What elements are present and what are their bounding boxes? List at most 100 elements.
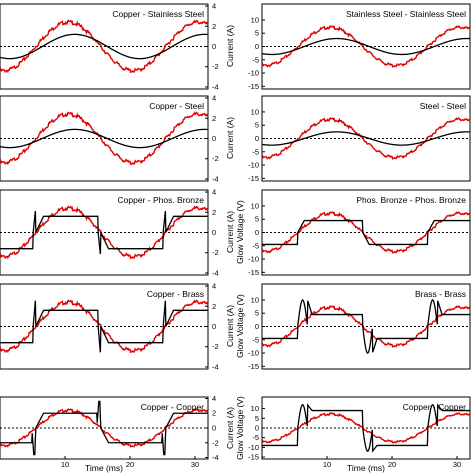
measured-series-line [262, 219, 470, 246]
y-tick-label: 5 [255, 29, 259, 38]
y-tick-label: -5 [252, 147, 259, 156]
panel-2-1: Phos. Bronze - Phos. Bronze 10 5 0 -5 -10 -15 [248, 189, 471, 277]
panel-title: Stainless Steel - Stainless Steel [346, 9, 466, 19]
y-tick-label: 5 [255, 215, 259, 224]
x-axis-title: Time (ms) [347, 463, 385, 473]
y-tick-label: 0 [212, 424, 216, 433]
y-tick-label: -2 [212, 248, 219, 257]
y-tick-label: 5 [255, 414, 259, 423]
y-tick-label: 4 [212, 94, 216, 103]
reference-series-line [261, 305, 471, 348]
reference-series-line [0, 299, 209, 354]
x-tick-label: 10 [61, 460, 69, 469]
y-tick-label: -4 [212, 82, 219, 91]
panel-0-1: Stainless Steel - Stainless Steel 10 5 0 -5 -… [248, 3, 471, 91]
measured-series-line [0, 300, 208, 353]
y-tick-label: 4 [212, 282, 216, 291]
x-tick-label: 20 [126, 460, 134, 469]
measured-series-line [0, 33, 209, 60]
y-tick-label: -15 [248, 268, 259, 277]
y-tick-label: 0 [255, 228, 259, 237]
x-tick-label: 20 [388, 460, 396, 469]
y-tick-label: 5 [255, 121, 259, 130]
panel-0-0: Copper - Stainless Steel 4 2 0 -2 -4 [0, 2, 219, 91]
y-tick-label: 4 [212, 2, 216, 11]
y-tick-label: -10 [248, 443, 259, 452]
y-tick-label: 0 [212, 42, 216, 51]
y-tick-label: -15 [248, 82, 259, 91]
panel-title: Brass - Brass [415, 289, 466, 299]
measured-series-line [262, 403, 470, 453]
y-tick-label: 2 [212, 302, 216, 311]
reference-series-line [261, 211, 471, 254]
current-axis-title: Current (A) [225, 211, 235, 253]
y-tick-label: 2 [212, 22, 216, 31]
y-tick-label: 0 [255, 424, 259, 433]
y-tick-label: 10 [251, 201, 259, 210]
y-tick-label: 0 [255, 134, 259, 143]
x-axis-title: Time (ms) [85, 463, 123, 473]
current-axis-title: Current (A) [225, 407, 235, 449]
y-tick-label: 0 [212, 322, 216, 331]
reference-series-line [0, 408, 209, 448]
voltage-axis-title: Glow Voltage (V) [235, 294, 245, 358]
panel-title: Copper - Phos. Bronze [118, 195, 205, 205]
y-tick-label: 4 [212, 394, 216, 403]
y-tick-label: -5 [252, 241, 259, 250]
panel-1-0: Copper - Steel 4 2 0 -2 -4 [0, 94, 219, 183]
y-tick-label: -4 [212, 453, 219, 462]
y-tick-label: -10 [248, 161, 259, 170]
y-tick-label: -4 [212, 268, 219, 277]
y-tick-label: 5 [255, 309, 259, 318]
y-tick-label: -10 [248, 69, 259, 78]
x-tick-label: 30 [191, 460, 199, 469]
y-tick-label: 10 [251, 295, 259, 304]
measured-series-line [0, 128, 209, 149]
x-tick-label: 10 [323, 460, 331, 469]
panel-title: Copper - Stainless Steel [112, 9, 204, 19]
y-tick-label: -4 [212, 174, 219, 183]
y-tick-label: 0 [212, 134, 216, 143]
y-tick-label: -2 [212, 154, 219, 163]
y-tick-label: 2 [212, 208, 216, 217]
y-tick-label: -2 [212, 438, 219, 447]
reference-series-line [261, 25, 471, 68]
y-tick-label: 0 [255, 42, 259, 51]
panel-title: Copper - Copper [403, 402, 466, 412]
measured-series-line [0, 210, 208, 255]
y-tick-label: -5 [252, 55, 259, 64]
y-tick-label: 0 [255, 322, 259, 331]
y-tick-label: -15 [248, 453, 259, 462]
panel-title: Phos. Bronze - Phos. Bronze [356, 195, 466, 205]
measured-series-line [261, 37, 471, 56]
measured-series-line [262, 299, 470, 354]
panel-2-0: Copper - Phos. Bronze 4 2 0 -2 -4 [0, 188, 219, 277]
y-tick-label: -15 [248, 362, 259, 371]
reference-series-line [0, 111, 209, 166]
current-axis-title: Current (A) [225, 305, 235, 347]
reference-series-line [261, 412, 471, 444]
y-tick-label: -10 [248, 255, 259, 264]
y-tick-label: -2 [212, 342, 219, 351]
reference-series-line [0, 19, 209, 74]
voltage-axis-title: Glow Voltage (V) [235, 396, 245, 460]
panel-title: Copper - Copper [141, 402, 204, 412]
current-axis-title: Current (A) [225, 117, 235, 159]
panel-1-1: Steel - Steel 10 5 0 -5 -10 -15 [248, 95, 471, 183]
current-axis-title: Current (A) [225, 25, 235, 67]
y-tick-label: 10 [251, 107, 259, 116]
y-tick-label: -15 [248, 174, 259, 183]
y-tick-label: 2 [212, 409, 216, 418]
y-tick-label: 10 [251, 404, 259, 413]
panel-title: Copper - Steel [149, 101, 204, 111]
y-tick-label: 4 [212, 188, 216, 197]
voltage-axis-title: Glow Voltage (V) [235, 200, 245, 264]
measured-series-line [0, 400, 208, 456]
x-tick-label: 30 [453, 460, 461, 469]
measured-series-line [261, 131, 471, 146]
y-tick-label: -10 [248, 349, 259, 358]
panel-3-0: Copper - Brass 4 2 0 -2 -4 [0, 282, 219, 371]
y-tick-label: 2 [212, 114, 216, 123]
